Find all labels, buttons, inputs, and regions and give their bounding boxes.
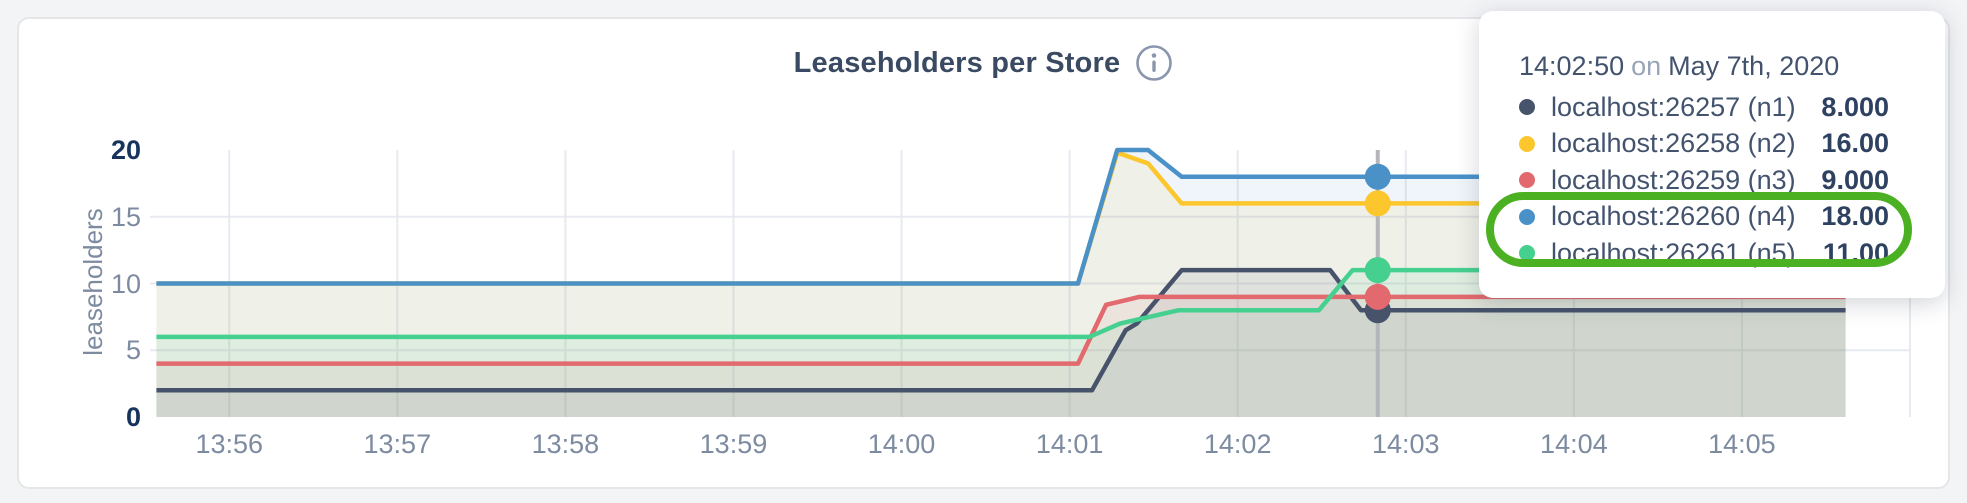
legend-row: localhost:26257 (n1) 8.000 [1519,89,1889,126]
series-line-n4 [156,147,1846,286]
legend-value: 16.00 [1821,128,1889,159]
x-tick-label: 13:56 [195,429,264,459]
highlight-dot-n3 [1364,283,1391,310]
y-tick-label: 5 [125,335,141,366]
series-line-n5 [156,267,1846,340]
chart-title: Leaseholders per Store [793,46,1121,79]
x-tick-label: 14:00 [867,429,936,459]
y-tick-label: 15 [110,201,141,232]
x-tick-label: 14:05 [1708,429,1776,459]
y-tick-label: 10 [110,268,141,299]
x-tick-label: 13:59 [699,429,768,459]
legend-name: localhost:26257 (n1) [1551,91,1796,122]
series-line-n3 [156,294,1846,366]
x-tick-label: 14:02 [1203,429,1272,459]
legend-dot-icon [1519,135,1535,152]
legend-name: localhost:26260 (n4) [1551,201,1796,232]
highlight-dot-n5 [1364,257,1391,284]
highlight-dot-n4 [1364,163,1391,190]
tooltip-connector: on [1631,51,1662,81]
x-tick-label: 14:01 [1035,429,1104,459]
x-tick-label: 14:04 [1540,429,1608,459]
chart-header: Leaseholders per Store [17,44,1950,82]
legend-row: localhost:26259 (n3) 9.000 [1519,162,1889,199]
x-tick-label: 13:57 [363,429,432,459]
legend-dot-icon [1519,99,1535,116]
legend-value: 8.000 [1821,91,1889,122]
x-tick-label: 14:03 [1371,429,1440,459]
legend-value: 9.000 [1821,164,1889,195]
legend-row: localhost:26258 (n2) 16.00 [1519,126,1889,163]
tooltip-time: 14:02:50 [1519,51,1625,81]
x-tick-label: 13:58 [531,429,600,459]
highlight-dot-n2 [1364,190,1391,217]
legend-name: localhost:26259 (n3) [1551,164,1796,195]
y-tick-label: 20 [110,135,141,165]
tooltip-date: May 7th, 2020 [1668,51,1840,81]
legend-name: localhost:26258 (n2) [1551,128,1796,159]
series-area-n3 [156,296,1846,417]
legend-dot-icon [1519,172,1535,189]
y-tick-label: 0 [125,402,141,432]
annotation-circle [1486,192,1912,267]
series-area-n5 [156,270,1846,417]
info-icon[interactable] [1135,44,1173,82]
tooltip-timestamp: 14:02:50 on May 7th, 2020 [1519,51,1889,81]
series-area-n1 [156,270,1846,417]
